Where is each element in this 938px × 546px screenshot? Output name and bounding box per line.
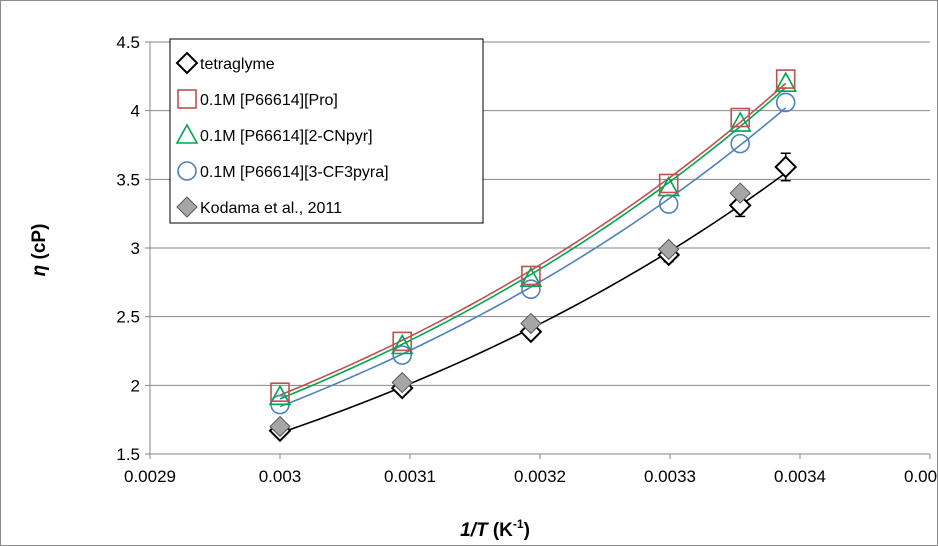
data-point: [729, 182, 751, 204]
legend-label: Kodama et al., 2011: [200, 200, 342, 217]
y-tick-label: 1.5: [116, 445, 140, 464]
data-point: [391, 371, 413, 394]
x-tick-label: 0.0031: [384, 467, 436, 486]
legend-label: 0.1M [P66614][2-CNpyr]: [200, 128, 373, 145]
data-point: [730, 133, 751, 154]
data-point: [270, 382, 290, 403]
x-tick-label: 0.0034: [774, 467, 826, 486]
legend-marker: [175, 123, 199, 144]
data-point: [519, 266, 543, 288]
data-point: [774, 71, 798, 92]
data-markers: [268, 69, 798, 443]
x-tick-label: 0.003: [259, 467, 302, 486]
data-point: [775, 69, 796, 89]
data-point: [521, 279, 541, 300]
data-point: [774, 155, 798, 179]
legend-box: [169, 38, 484, 224]
x-tick-label: 0.0033: [644, 467, 696, 486]
data-point: [775, 92, 796, 113]
data-point: [392, 331, 413, 352]
legend-marker: [175, 51, 199, 75]
y-tick-labels: 1.5 2 2.5 3 3.5 4 4.5: [116, 33, 140, 464]
x-tick-labels: 0.0029 0.003 0.0031 0.0032 0.0033 0.0034 0.003…: [124, 467, 938, 486]
legend-marker: [177, 89, 197, 109]
x-tick-label: 0.0032: [514, 467, 566, 486]
data-point: [728, 111, 752, 132]
legend-marker: [176, 196, 198, 218]
data-point: [657, 238, 680, 261]
data-point: [657, 175, 681, 197]
x-axis-title: 1/T (K-1): [460, 517, 530, 541]
data-point: [520, 312, 542, 335]
x-tick-label: 0.0029: [124, 467, 176, 486]
y-tick-label: 4.5: [116, 33, 140, 52]
y-tick-label: 3: [131, 239, 140, 258]
data-point: [730, 107, 751, 128]
legend: tetraglyme 0.1M [P66614][Pro] 0.1M [P66614…: [169, 38, 484, 224]
data-point: [658, 173, 679, 194]
axes: [149, 42, 930, 455]
data-point: [392, 345, 413, 365]
data-point: [269, 415, 291, 438]
y-tick-label: 2: [131, 376, 140, 395]
data-point: [521, 265, 541, 286]
legend-label: 0.1M [P66614][Pro]: [200, 92, 338, 109]
y-axis-title: η (cP): [29, 224, 50, 277]
data-point: [268, 384, 292, 406]
x-tick-label: 0.0035: [904, 467, 938, 486]
y-tick-label: 2.5: [116, 308, 140, 327]
data-point: [728, 194, 752, 217]
y-tick-label: 4: [131, 102, 140, 121]
fit-line: [279, 82, 787, 396]
legend-marker: [177, 161, 197, 181]
y-tick-label: 3.5: [116, 170, 140, 189]
data-point: [390, 333, 414, 355]
legend-label: tetraglyme: [200, 56, 275, 73]
legend-label: 0.1M [P66614][3-CF3pyra]: [200, 164, 389, 181]
